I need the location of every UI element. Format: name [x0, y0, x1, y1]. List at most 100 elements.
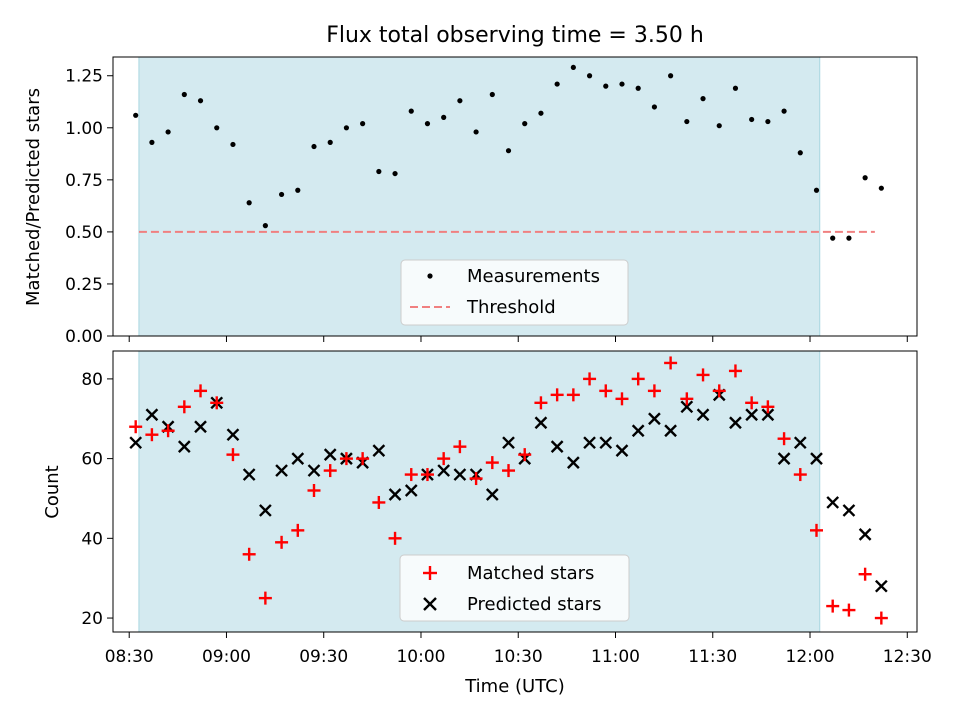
x-tick-label: 11:00: [591, 647, 640, 667]
matched-star-point: [453, 440, 467, 454]
matched-star-point: [745, 396, 759, 410]
bottom-y-axis-label: Count: [42, 465, 63, 518]
measurement-point: [165, 129, 171, 135]
matched-star-point: [777, 432, 791, 446]
predicted-star-point: [534, 416, 548, 430]
measurement-point: [522, 121, 528, 127]
predicted-star-point: [177, 440, 191, 454]
top-axes-frame: [112, 56, 918, 337]
measurement-point: [311, 143, 317, 150]
predicted-star-point: [453, 468, 467, 481]
predicted-star-point: [550, 440, 564, 454]
matched-star-point: [258, 591, 272, 605]
x-tick-label: 08:30: [105, 647, 154, 667]
matched-star-point: [356, 452, 370, 466]
matched-star-point: [550, 388, 564, 402]
measurement-point: [457, 98, 463, 104]
top-legend: Measurements Threshold: [400, 259, 629, 326]
measurement-point: [700, 96, 706, 102]
predicted-star-point: [323, 448, 337, 461]
predicted-star-point: [599, 436, 613, 450]
legend-label-predicted: Predicted stars: [467, 594, 601, 615]
measurement-point: [765, 118, 771, 125]
predicted-star-point: [194, 420, 207, 434]
matched-star-point: [631, 372, 645, 386]
matched-star-point: [420, 468, 434, 482]
y-tick-label: 80: [81, 370, 103, 390]
measurement-point: [505, 148, 512, 154]
measurement-point: [684, 118, 690, 125]
matched-star-point: [728, 364, 742, 378]
measurement-point: [441, 114, 447, 120]
predicted-star-point: [648, 412, 661, 426]
x-axis-label: Time (UTC): [464, 676, 565, 697]
matched-star-point: [485, 456, 499, 470]
legend-marker-predicted: [423, 597, 437, 611]
bottom-panel: 20 40 60 80 08:30 09:00 09:30 10:00 10:30 11:00 1…: [42, 350, 932, 697]
predicted-star-point: [145, 408, 159, 422]
matched-star-point: [583, 372, 597, 386]
predicted-star-point: [583, 436, 596, 450]
predicted-star-point: [874, 579, 888, 593]
matched-star-point: [129, 420, 143, 434]
x-tick-label: 12:00: [786, 647, 835, 667]
measurement-point: [133, 112, 139, 118]
predicted-star-point: [567, 456, 580, 469]
legend-marker-matched: [423, 566, 437, 580]
predicted-star-point: [485, 488, 499, 501]
measurement-point: [392, 170, 398, 177]
legend-label-threshold: Threshold: [466, 297, 556, 318]
predicted-star-point: [307, 464, 321, 477]
matched-star-point: [599, 384, 613, 398]
matched-star-point: [793, 468, 807, 482]
predicted-star-point: [437, 464, 451, 477]
measurement-point: [197, 98, 204, 104]
measurement-point: [716, 123, 722, 129]
measurement-point: [635, 85, 641, 91]
predicted-star-point: [729, 416, 742, 430]
predicted-star-point: [761, 408, 775, 422]
measurement-point: [343, 125, 350, 131]
matched-star-point: [696, 368, 710, 382]
matched-star-point: [210, 396, 224, 410]
predicted-star-point: [858, 527, 872, 541]
measurement-point: [408, 108, 414, 114]
measurement-point: [489, 91, 495, 98]
predicted-star-point: [275, 464, 288, 477]
y-tick-label: 0.50: [65, 223, 103, 243]
matched-star-point: [242, 547, 256, 561]
y-tick-label: 0.25: [65, 275, 103, 295]
x-tick-label: 11:30: [688, 647, 737, 667]
matched-star-point: [842, 603, 856, 617]
matched-star-point: [826, 599, 840, 613]
measurement-point: [846, 235, 852, 241]
measurement-point: [327, 139, 333, 145]
measurement-point: [262, 223, 268, 229]
y-tick-label: 60: [81, 450, 103, 470]
matched-star-point: [404, 468, 418, 482]
measurement-point: [295, 187, 301, 193]
matched-star-point: [858, 567, 872, 581]
x-tick-label: 09:00: [202, 647, 251, 667]
measurement-point: [668, 73, 674, 79]
matched-star-point: [534, 396, 548, 410]
legend-label-matched: Matched stars: [467, 563, 594, 584]
measurement-point: [376, 168, 382, 175]
matched-star-point: [761, 400, 775, 414]
predicted-star-point: [631, 424, 645, 438]
measurement-point: [278, 191, 285, 198]
top-panel: 0.00 0.25 0.50 0.75 1.00 1.25 Matched/Predict…: [23, 56, 918, 347]
bottom-axes-frame: [112, 350, 918, 633]
matched-star-point: [680, 392, 694, 406]
measurement-point: [538, 110, 544, 116]
measurement-point: [181, 91, 187, 98]
predicted-star-point: [777, 452, 791, 465]
matched-star-point: [161, 424, 175, 438]
matched-star-point: [275, 535, 289, 549]
matched-star-point: [437, 452, 451, 466]
matched-star-point: [194, 384, 208, 398]
measurement-point: [554, 81, 560, 87]
predicted-star-point: [745, 408, 759, 422]
measurement-point: [214, 125, 220, 131]
matched-star-point: [810, 523, 823, 537]
